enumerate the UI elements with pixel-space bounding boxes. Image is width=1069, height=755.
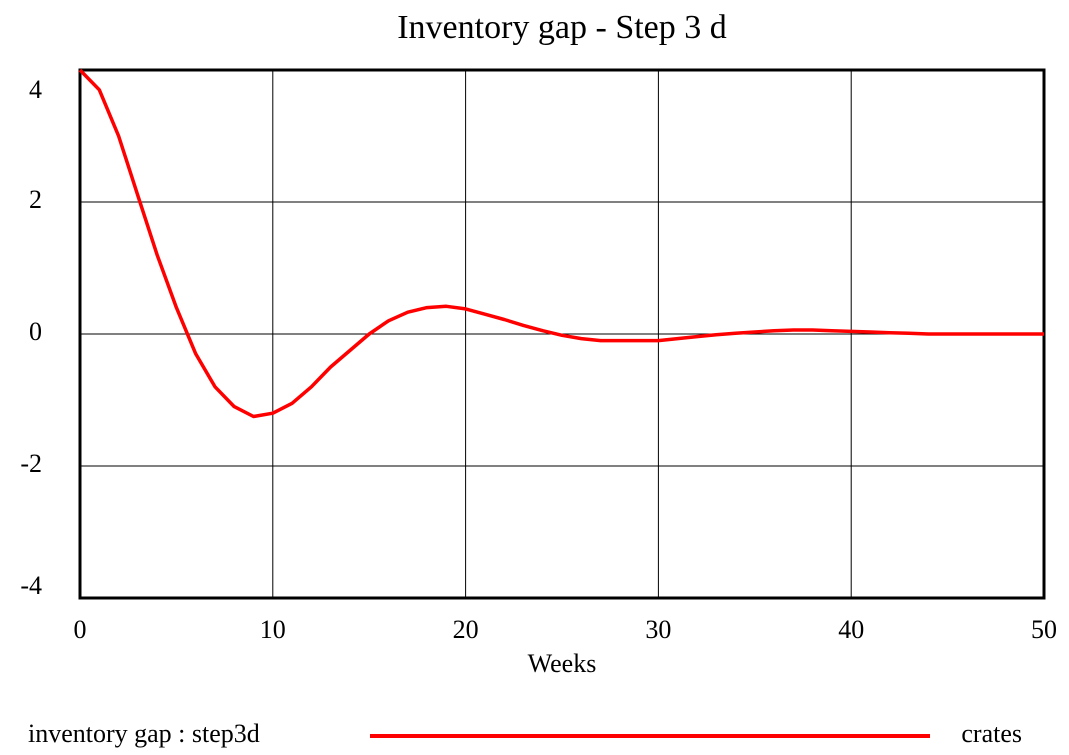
- x-tick-label: 50: [1031, 615, 1057, 644]
- y-tick-label: 2: [29, 185, 42, 214]
- y-tick-label: 4: [29, 75, 42, 104]
- y-tick-label: -2: [20, 449, 42, 478]
- x-tick-label: 30: [645, 615, 671, 644]
- legend-label: inventory gap : step3d: [28, 719, 260, 748]
- legend-unit: crates: [961, 719, 1022, 748]
- x-tick-label: 40: [838, 615, 864, 644]
- data-line: [78, 68, 1044, 419]
- x-axis-label: Weeks: [528, 649, 597, 678]
- chart-title: Inventory gap - Step 3 d: [397, 9, 727, 46]
- x-tick-label: 10: [260, 615, 286, 644]
- y-tick-label: -4: [20, 571, 42, 600]
- x-tick-label: 0: [74, 615, 87, 644]
- x-tick-label: 20: [453, 615, 479, 644]
- y-tick-label: 0: [29, 317, 42, 346]
